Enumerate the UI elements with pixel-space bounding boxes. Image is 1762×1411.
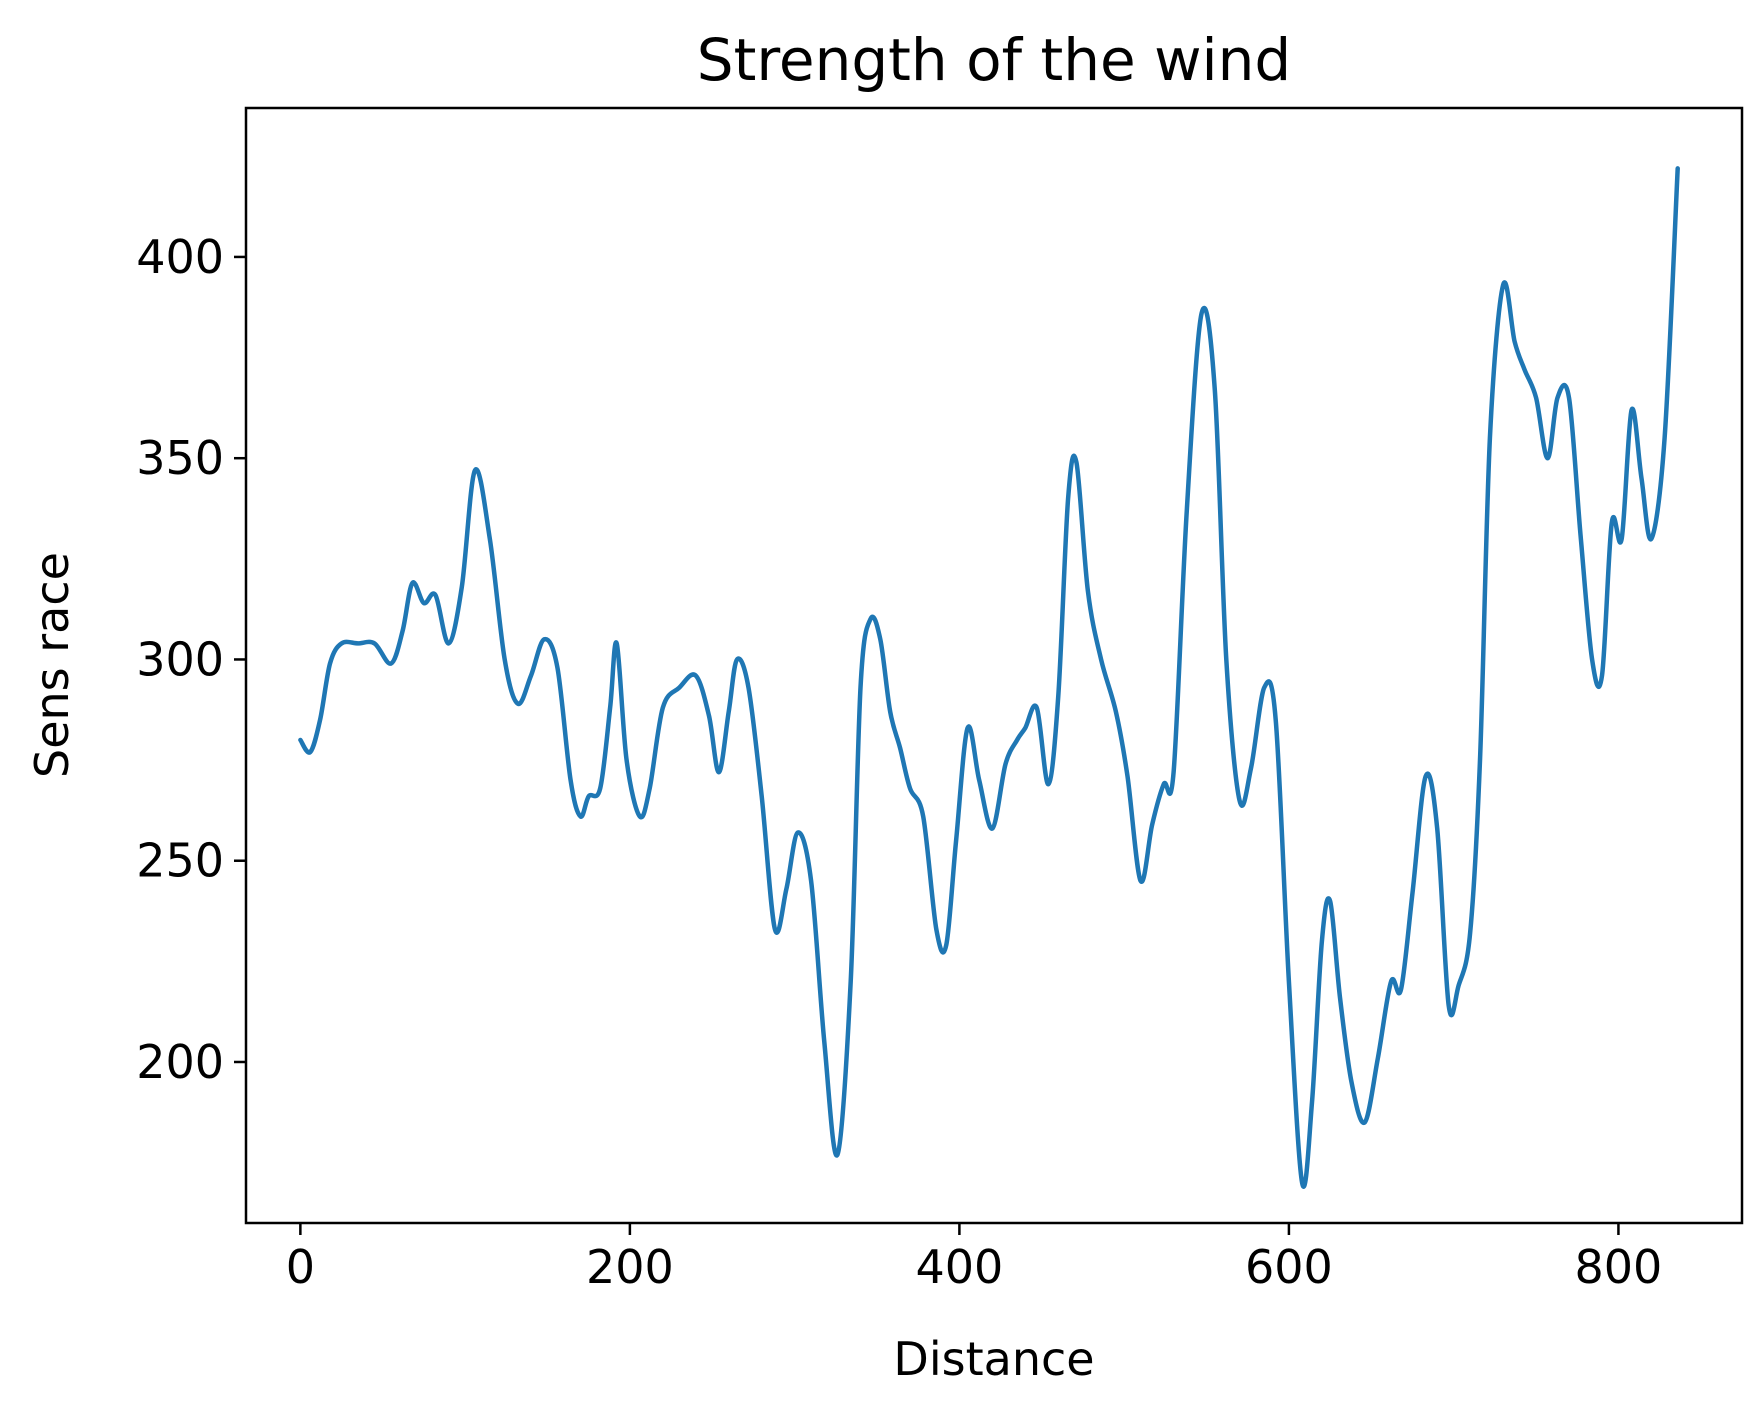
y-tick-label: 200 (136, 1035, 224, 1089)
x-tick-label: 800 (1575, 1240, 1663, 1294)
y-axis-label: Sens race (25, 552, 79, 778)
y-tick-label: 350 (136, 431, 224, 485)
x-tick-label: 200 (586, 1240, 674, 1294)
y-axis: 200 250 300 350 400 (136, 230, 246, 1089)
x-axis: 0 200 400 600 800 (286, 1223, 1663, 1294)
x-tick-label: 0 (286, 1240, 315, 1294)
y-tick-label: 300 (136, 632, 224, 686)
x-tick-label: 400 (915, 1240, 1003, 1294)
y-tick-label: 250 (136, 834, 224, 888)
plot-frame (244, 106, 1744, 1225)
series-line (298, 166, 1680, 1189)
x-tick-label: 600 (1245, 1240, 1333, 1294)
x-axis-label: Distance (893, 1332, 1094, 1386)
chart-title: Strength of the wind (697, 26, 1291, 94)
y-tick-label: 400 (136, 230, 224, 284)
